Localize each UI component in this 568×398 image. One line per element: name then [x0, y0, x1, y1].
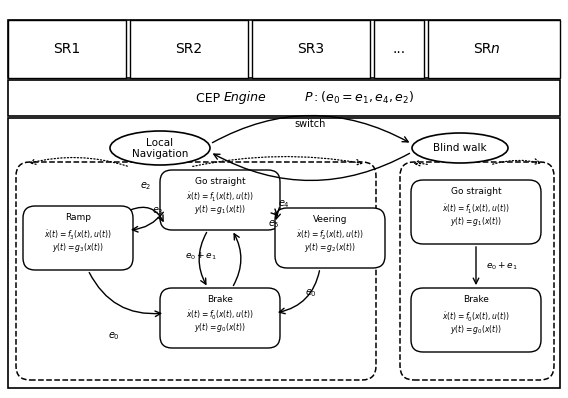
Text: $e_0+e_1$: $e_0+e_1$: [486, 260, 518, 272]
FancyBboxPatch shape: [23, 206, 133, 270]
Text: $P:(e_0=e_1,e_4,e_2)$: $P:(e_0=e_1,e_4,e_2)$: [304, 90, 414, 106]
Text: $e_2$: $e_2$: [140, 180, 152, 192]
Text: SR: SR: [473, 42, 491, 56]
FancyBboxPatch shape: [400, 162, 554, 380]
Text: ...: ...: [392, 42, 406, 56]
Text: $\dot{x}(t)=f_1(x(t),u(t))$: $\dot{x}(t)=f_1(x(t),u(t))$: [186, 190, 254, 204]
Text: $y(t)=g_1(x(t))$: $y(t)=g_1(x(t))$: [194, 203, 246, 217]
Text: $e_3$: $e_3$: [152, 205, 164, 217]
FancyBboxPatch shape: [16, 162, 376, 380]
Text: $y(t)=g_2(x(t))$: $y(t)=g_2(x(t))$: [304, 242, 356, 254]
Text: $y(t)=g_3(x(t))$: $y(t)=g_3(x(t))$: [52, 242, 104, 254]
Text: SR3: SR3: [298, 42, 324, 56]
Text: n: n: [491, 42, 500, 56]
Text: Blind walk: Blind walk: [433, 143, 487, 153]
Text: $e_0$: $e_0$: [108, 330, 120, 342]
Text: Go straight: Go straight: [195, 177, 245, 186]
Text: CEP: CEP: [196, 92, 224, 105]
Text: $y(t)=g_0(x(t))$: $y(t)=g_0(x(t))$: [450, 324, 502, 336]
Text: Veering: Veering: [313, 215, 347, 224]
Text: Go straight: Go straight: [450, 187, 502, 196]
Ellipse shape: [412, 133, 508, 163]
Text: $e_4$: $e_4$: [278, 198, 290, 210]
Text: SR1: SR1: [53, 42, 81, 56]
Bar: [8, 20, 560, 78]
Bar: [8, 118, 560, 388]
Text: Ramp: Ramp: [65, 213, 91, 222]
Ellipse shape: [110, 131, 210, 165]
Bar: [8, 20, 126, 78]
FancyBboxPatch shape: [411, 180, 541, 244]
Bar: [428, 20, 560, 78]
Bar: [130, 20, 248, 78]
Text: $\dot{x}(t)=f_1(x(t),u(t))$: $\dot{x}(t)=f_1(x(t),u(t))$: [442, 202, 510, 216]
Text: SR2: SR2: [176, 42, 203, 56]
FancyBboxPatch shape: [411, 288, 541, 352]
FancyBboxPatch shape: [160, 170, 280, 230]
Text: switch: switch: [294, 119, 325, 129]
Text: $\dot{x}(t)=f_2(x(t),u(t))$: $\dot{x}(t)=f_2(x(t),u(t))$: [296, 228, 364, 242]
Text: Navigation: Navigation: [132, 149, 188, 159]
Text: $e_0$: $e_0$: [305, 287, 317, 299]
Text: Engine: Engine: [224, 92, 267, 105]
Text: $y(t)=g_0(x(t))$: $y(t)=g_0(x(t))$: [194, 322, 246, 334]
Text: $e_0+e_1$: $e_0+e_1$: [185, 250, 217, 261]
FancyBboxPatch shape: [275, 208, 385, 268]
Text: Local: Local: [147, 138, 174, 148]
Text: Brake: Brake: [463, 295, 489, 304]
Text: $\dot{x}(t)=f_0(x(t),u(t))$: $\dot{x}(t)=f_0(x(t),u(t))$: [186, 308, 254, 322]
Text: $\dot{x}(t)=f_3(x(t),u(t))$: $\dot{x}(t)=f_3(x(t),u(t))$: [44, 228, 112, 242]
Bar: [374, 20, 424, 78]
Text: $e_5$: $e_5$: [268, 218, 280, 230]
Bar: [252, 20, 370, 78]
Text: $\dot{x}(t)=f_0(x(t),u(t))$: $\dot{x}(t)=f_0(x(t),u(t))$: [442, 310, 510, 324]
Bar: [8, 80, 560, 116]
Text: $y(t)=g_1(x(t))$: $y(t)=g_1(x(t))$: [450, 215, 502, 228]
Text: Brake: Brake: [207, 295, 233, 304]
FancyBboxPatch shape: [160, 288, 280, 348]
